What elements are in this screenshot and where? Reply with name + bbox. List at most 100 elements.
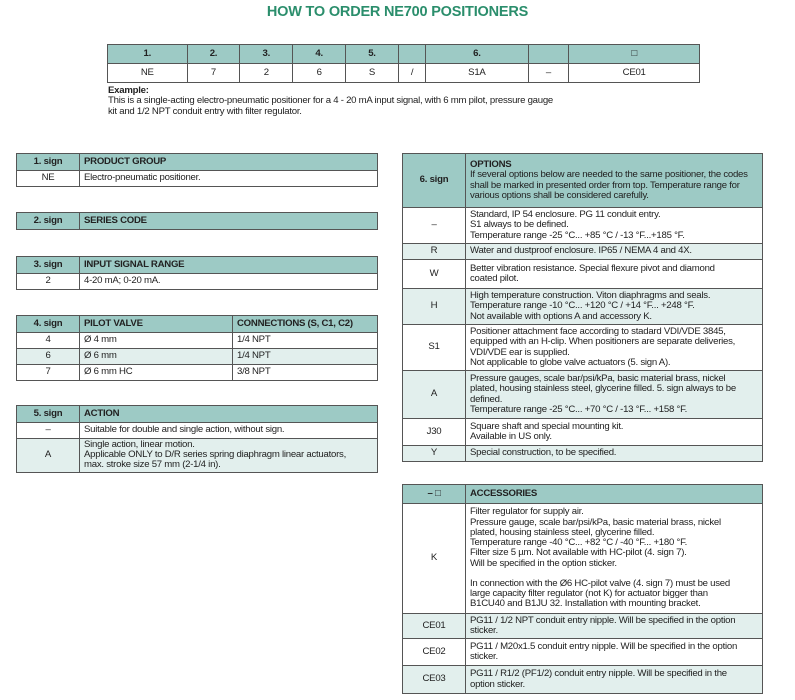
description-cell: PG11 / 1/2 NPT conduit entry nipple. Wil… <box>465 613 763 639</box>
example-label: Example: <box>108 85 149 96</box>
order-position-header: □ <box>568 44 700 64</box>
table-row: K Filter regulator for supply air. Pressu… <box>402 503 763 614</box>
code-cell: J30 <box>402 418 466 446</box>
table-action: 5. sign ACTION – Suitable for double and si… <box>16 405 378 473</box>
order-position-value: S <box>345 63 399 83</box>
code-cell: NE <box>16 170 80 187</box>
order-position-value: S1A <box>425 63 529 83</box>
table-header-row: – □ ACCESSORIES <box>402 484 763 504</box>
code-cell: 4 <box>16 332 80 349</box>
header-title: OPTIONS <box>470 159 512 171</box>
order-position-header: 4. <box>292 44 347 64</box>
table-pilot-valve: 4. sign PILOT VALVE CONNECTIONS (S, C1, C2… <box>16 315 378 381</box>
code-cell: 2 <box>16 273 80 290</box>
header-note: If several options below are needed to t… <box>470 169 748 201</box>
code-cell: – <box>402 207 466 244</box>
code-cell: Y <box>402 445 466 462</box>
code-cell: CE01 <box>402 613 466 639</box>
header-cell: ACTION <box>79 405 378 423</box>
description-cell: Electro-pneumatic positioner. <box>79 170 378 187</box>
table-row: R Water and dustproof enclosure. IP65 / N… <box>402 243 763 260</box>
description-cell: Filter regulator for supply air. Pressur… <box>465 503 763 614</box>
order-position-value: – <box>527 63 570 83</box>
code-cell: – <box>16 422 80 439</box>
description-cell: 4-20 mA; 0-20 mA. <box>79 273 378 290</box>
table-input-signal-range: 3. sign INPUT SIGNAL RANGE 2 4-20 mA; 0-20 … <box>16 256 378 290</box>
description-cell: Water and dustproof enclosure. IP65 / NE… <box>465 243 763 260</box>
order-position-value: / <box>397 63 427 83</box>
header-cell: PILOT VALVE <box>79 315 233 333</box>
description-cell: Pressure gauges, scale bar/psi/kPa, basi… <box>465 370 763 419</box>
code-cell: 7 <box>16 364 80 381</box>
header-cell: 6. sign <box>402 153 466 208</box>
table-row: CE01 PG11 / 1/2 NPT conduit entry nipple.… <box>402 613 763 639</box>
order-code-example-row: NE 7 2 6 S / S1A – CE01 <box>107 63 700 83</box>
order-position-value: 2 <box>239 63 294 83</box>
table-row: A Pressure gauges, scale bar/psi/kPa, bas… <box>402 370 763 419</box>
order-code-table: 1. 2. 3. 4. 5. 6. □ NE 7 2 6 S / S1A – CE01 <box>107 44 700 83</box>
code-cell: CE03 <box>402 665 466 694</box>
header-cell: 1. sign <box>16 153 80 171</box>
code-cell: S1 <box>402 324 466 371</box>
table-row: – Standard, IP 54 enclosure. PG 11 condui… <box>402 207 763 244</box>
description-cell: Ø 6 mm <box>79 348 233 365</box>
order-position-value: 6 <box>292 63 347 83</box>
table-accessories: – □ ACCESSORIES K Filter regulator for supp… <box>402 484 763 694</box>
order-position-header <box>527 44 570 64</box>
table-row: NE Electro-pneumatic positioner. <box>16 170 378 187</box>
table-row: A Single action, linear motion. Applicabl… <box>16 438 378 473</box>
table-row: – Suitable for double and single action, … <box>16 422 378 439</box>
table-header-row: 1. sign PRODUCT GROUP <box>16 153 378 171</box>
header-cell: 3. sign <box>16 256 80 274</box>
header-cell: PRODUCT GROUP <box>79 153 378 171</box>
table-header-row: 6. sign OPTIONS If several options below a… <box>402 153 763 208</box>
description-cell: 3/8 NPT <box>232 364 378 381</box>
description-cell: Square shaft and special mounting kit. A… <box>465 418 763 446</box>
code-cell: A <box>402 370 466 419</box>
description-cell: High temperature construction. Viton dia… <box>465 288 763 325</box>
description-cell: 1/4 NPT <box>232 332 378 349</box>
table-row: Y Special construction, to be specified. <box>402 445 763 462</box>
table-header-row: 3. sign INPUT SIGNAL RANGE <box>16 256 378 274</box>
order-position-header: 5. <box>345 44 399 64</box>
order-position-value: CE01 <box>568 63 700 83</box>
header-cell: 5. sign <box>16 405 80 423</box>
description-cell: 1/4 NPT <box>232 348 378 365</box>
description-cell: Ø 4 mm <box>79 332 233 349</box>
code-cell: W <box>402 259 466 289</box>
description-cell: Suitable for double and single action, w… <box>79 422 378 439</box>
description-cell: Better vibration resistance. Special fle… <box>465 259 763 289</box>
header-cell: ACCESSORIES <box>465 484 763 504</box>
table-options: 6. sign OPTIONS If several options below a… <box>402 153 763 462</box>
code-cell: 6 <box>16 348 80 365</box>
description-cell: Standard, IP 54 enclosure. PG 11 conduit… <box>465 207 763 244</box>
order-position-header: 1. <box>107 44 188 64</box>
order-code-header-row: 1. 2. 3. 4. 5. 6. □ <box>107 44 700 64</box>
table-row: 2 4-20 mA; 0-20 mA. <box>16 273 378 290</box>
page-title: HOW TO ORDER NE700 POSITIONERS <box>266 4 529 20</box>
table-row: CE02 PG11 / M20x1.5 conduit entry nipple.… <box>402 638 763 666</box>
code-cell: CE02 <box>402 638 466 666</box>
description-cell: PG11 / M20x1.5 conduit entry nipple. Wil… <box>465 638 763 666</box>
table-row: S1 Positioner attachment face according t… <box>402 324 763 371</box>
order-position-value: NE <box>107 63 188 83</box>
example-text: This is a single-acting electro-pneumati… <box>108 95 554 117</box>
order-position-header: 3. <box>239 44 294 64</box>
code-cell: R <box>402 243 466 260</box>
order-position-header: 2. <box>186 44 241 64</box>
table-product-group: 1. sign PRODUCT GROUP NE Electro-pneumatic … <box>16 153 378 187</box>
header-cell: OPTIONS If several options below are need… <box>465 153 763 208</box>
table-series-code: 2. sign SERIES CODE <box>16 212 378 230</box>
table-row: CE03 PG11 / R1/2 (PF1/2) conduit entry ni… <box>402 665 763 694</box>
table-row: W Better vibration resistance. Special fl… <box>402 259 763 289</box>
description-cell: Ø 6 mm HC <box>79 364 233 381</box>
order-position-header <box>397 44 427 64</box>
header-cell: 2. sign <box>16 212 80 230</box>
table-row: J30 Square shaft and special mounting kit… <box>402 418 763 446</box>
description-cell: Special construction, to be specified. <box>465 445 763 462</box>
header-cell: INPUT SIGNAL RANGE <box>79 256 378 274</box>
description-cell: PG11 / R1/2 (PF1/2) conduit entry nipple… <box>465 665 763 694</box>
